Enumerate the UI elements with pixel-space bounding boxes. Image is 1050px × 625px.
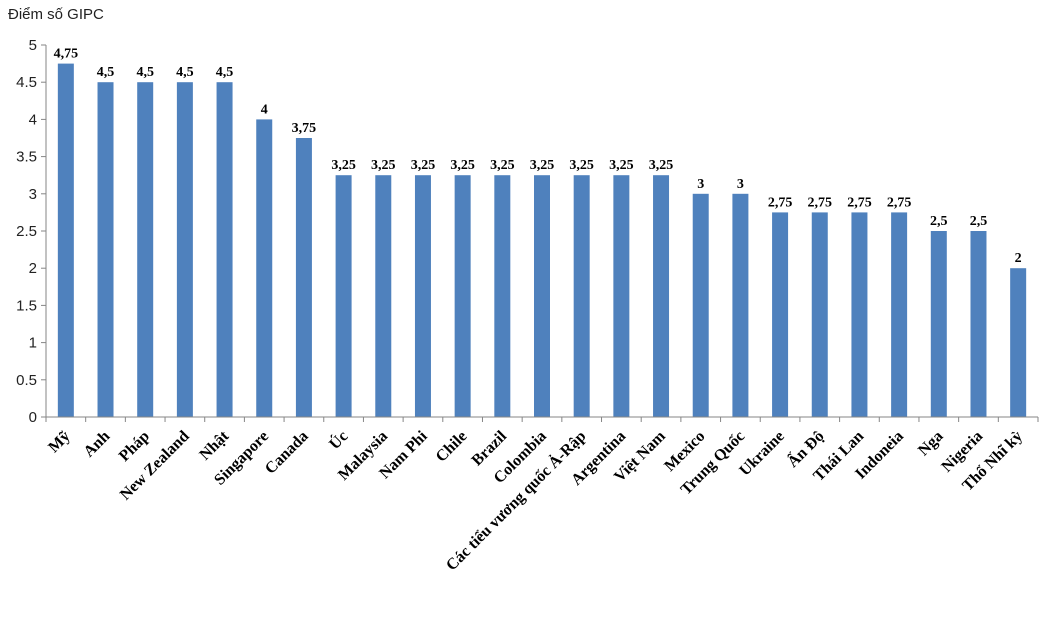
bar bbox=[335, 175, 352, 417]
bar bbox=[414, 175, 431, 417]
y-tick-label: 1.5 bbox=[16, 297, 37, 314]
bar bbox=[613, 175, 630, 417]
data-label: 3,25 bbox=[649, 158, 674, 173]
data-label: 3,25 bbox=[490, 158, 515, 173]
y-tick-label: 2 bbox=[29, 260, 37, 277]
bar bbox=[970, 231, 987, 417]
bar bbox=[137, 82, 154, 417]
data-label: 4,75 bbox=[54, 47, 79, 62]
bar bbox=[256, 119, 273, 418]
bar bbox=[851, 212, 868, 417]
y-tick-label: 3.5 bbox=[16, 149, 37, 166]
data-label: 3,75 bbox=[292, 121, 317, 136]
bars bbox=[57, 63, 1027, 418]
y-tick-label: 3 bbox=[29, 186, 37, 203]
bar bbox=[1010, 268, 1027, 417]
bar bbox=[534, 175, 550, 417]
data-label: 3,25 bbox=[450, 158, 475, 173]
y-tick-label: 5 bbox=[29, 37, 37, 54]
y-tick-label: 0.5 bbox=[16, 372, 37, 389]
data-label: 2 bbox=[1015, 251, 1022, 266]
data-label: 2,5 bbox=[970, 214, 988, 229]
data-label: 3,25 bbox=[371, 158, 396, 173]
bar bbox=[653, 175, 670, 417]
data-label: 2,75 bbox=[847, 195, 872, 210]
y-axis-label: Điểm số GIPC bbox=[8, 6, 104, 23]
bar bbox=[891, 212, 908, 417]
bar bbox=[573, 175, 590, 417]
data-label: 4,5 bbox=[136, 65, 154, 80]
data-label: 4 bbox=[261, 102, 268, 117]
y-tick-label: 2.5 bbox=[16, 223, 37, 240]
bar bbox=[176, 82, 193, 417]
bar bbox=[692, 193, 709, 417]
bar bbox=[295, 138, 312, 417]
x-tick-label: Mỹ bbox=[45, 428, 73, 456]
data-label: 2,5 bbox=[930, 214, 948, 229]
data-label: 4,5 bbox=[176, 65, 194, 80]
x-tick-label: Anh bbox=[81, 428, 114, 461]
data-label: 3,25 bbox=[331, 158, 356, 173]
y-tick-label: 1 bbox=[29, 335, 37, 352]
data-label: 3 bbox=[737, 177, 744, 192]
bar bbox=[772, 212, 789, 417]
data-label: 3,25 bbox=[411, 158, 436, 173]
data-label: 3 bbox=[697, 177, 704, 192]
bar bbox=[930, 231, 947, 417]
data-label: 2,75 bbox=[808, 195, 833, 210]
x-tick-label: Ukraine bbox=[736, 428, 788, 480]
data-label: 4,5 bbox=[216, 65, 234, 80]
bar bbox=[811, 212, 828, 417]
bar bbox=[97, 82, 114, 417]
y-tick-label: 0 bbox=[29, 409, 37, 426]
data-labels: 4,75 4,5 4,5 4,5 4,5 4 3,75 3,25 3,25 3,25 3,25 3,2… bbox=[54, 47, 1022, 267]
bar bbox=[732, 193, 749, 417]
data-label: 2,75 bbox=[887, 195, 912, 210]
x-tick-label: Các tiểu vương quốc Ả-Rập bbox=[442, 426, 590, 574]
data-label: 3,25 bbox=[530, 158, 555, 173]
data-label: 3,25 bbox=[609, 158, 634, 173]
x-tick-label: New Zealand bbox=[117, 428, 193, 504]
x-tick-label: Nhật bbox=[196, 427, 232, 463]
bar bbox=[57, 63, 74, 417]
data-label: 4,5 bbox=[97, 65, 115, 80]
bar bbox=[454, 175, 471, 417]
bar bbox=[216, 82, 233, 417]
x-tick-label: Úc bbox=[325, 426, 352, 453]
data-label: 3,25 bbox=[569, 158, 594, 173]
x-tick-label: Chile bbox=[433, 428, 471, 466]
y-tick-label: 4 bbox=[29, 111, 37, 128]
x-tick-label: Canada bbox=[262, 428, 312, 478]
y-tick-label: 4.5 bbox=[16, 74, 37, 91]
bar bbox=[375, 175, 392, 417]
x-tick-label: Pháp bbox=[116, 428, 153, 465]
data-label: 2,75 bbox=[768, 195, 793, 210]
bar bbox=[494, 175, 511, 417]
x-tick-label: Nga bbox=[915, 428, 947, 460]
y-axis: 0 0.5 1 1.5 2 2.5 3 3.5 4 4.5 5 bbox=[16, 37, 47, 426]
